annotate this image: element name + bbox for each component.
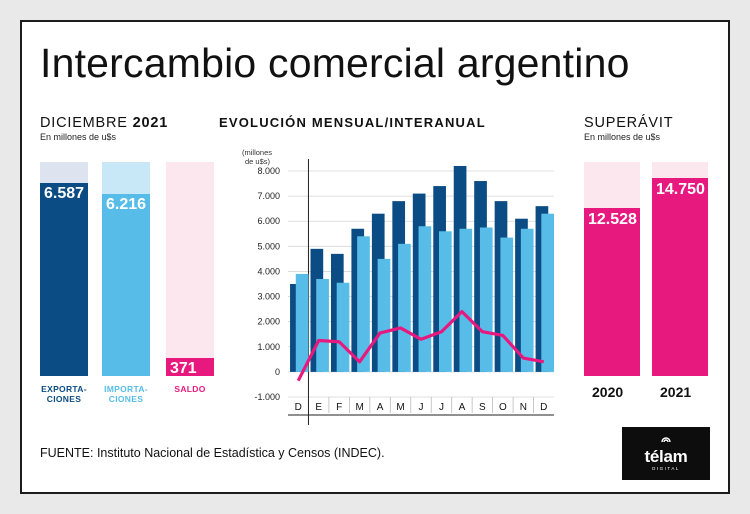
import-bar: [520, 228, 534, 372]
december-bar-bg: 6.587: [40, 162, 88, 376]
superavit-bar-value: 12.528: [588, 210, 637, 228]
import-bar: [377, 258, 391, 372]
december-bar: 6.216: [102, 194, 150, 376]
superavit-bar: 14.750: [652, 177, 708, 376]
december-bar-value: 6.216: [106, 196, 147, 214]
x-year-label: 2021: [314, 422, 345, 425]
december-bar: 371: [166, 358, 214, 377]
x-year-label: 2020: [254, 422, 285, 425]
y-tick-label: 6.000: [257, 216, 280, 226]
chart-title: EVOLUCIÓN MENSUAL/INTERANUAL: [219, 115, 486, 130]
x-tick-label: J: [439, 402, 444, 413]
import-bar: [336, 282, 350, 372]
telam-logo: télam DIGITAL: [622, 427, 710, 480]
x-tick-label: D: [295, 402, 302, 413]
logo-word: télam: [644, 447, 688, 466]
y-tick-label: -1.000: [254, 392, 280, 402]
superavit-bar-value: 14.750: [656, 180, 705, 198]
y-tick-label: 0: [275, 367, 280, 377]
x-tick-label: S: [479, 402, 486, 413]
x-tick-label: N: [520, 402, 527, 413]
y-tick-label: 2.000: [257, 317, 280, 327]
source-note: FUENTE: Instituto Nacional de Estadístic…: [40, 446, 385, 460]
x-tick-label: M: [396, 402, 404, 413]
superavit-year-label: 2021: [660, 384, 692, 400]
y-tick-label: 1.000: [257, 342, 280, 352]
superavit-bar-bg: 14.750: [652, 162, 708, 376]
y-tick-label: 7.000: [257, 191, 280, 201]
x-tick-label: O: [499, 402, 507, 413]
december-bar-label: SALDO: [174, 384, 206, 394]
december-header-year: 2021: [132, 115, 169, 131]
y-tick-label: 3.000: [257, 292, 280, 302]
import-bar: [398, 243, 411, 372]
december-bar-label: IMPORTA- CIONES: [104, 384, 148, 404]
y-axis-label: (millones: [242, 148, 272, 157]
superavit-bar: 12.528: [584, 207, 640, 376]
import-bar: [479, 227, 493, 372]
december-bar-bg: 371: [166, 162, 214, 377]
superavit-bar-bg: 12.528: [584, 162, 640, 376]
import-bar: [418, 226, 432, 372]
superavit-year-label: 2020: [592, 384, 624, 400]
december-header-text: DICIEMBRE: [40, 115, 128, 131]
import-bar: [541, 213, 554, 372]
y-tick-label: 5.000: [257, 241, 280, 251]
y-axis-label: de u$s): [245, 157, 271, 166]
december-bar-value: 6.587: [44, 185, 85, 203]
december-bar-bg: 6.216: [102, 162, 150, 376]
import-bar: [500, 237, 514, 372]
import-bar: [459, 228, 473, 372]
x-tick-label: E: [315, 402, 322, 413]
import-bar: [439, 231, 452, 372]
x-tick-label: J: [419, 402, 424, 413]
x-tick-label: D: [540, 402, 547, 413]
x-tick-label: F: [336, 402, 342, 413]
superavit-header: SUPERÁVIT: [584, 115, 674, 131]
y-tick-label: 4.000: [257, 266, 280, 276]
december-bar: 6.587: [40, 183, 88, 376]
december-subtitle: En millones de u$s: [40, 132, 117, 142]
import-bar: [295, 273, 309, 372]
import-bar: [316, 278, 329, 372]
x-tick-label: A: [459, 402, 466, 413]
logo-tagline: DIGITAL: [652, 466, 680, 471]
page-title: Intercambio comercial argentino: [40, 40, 630, 86]
superavit-subtitle: En millones de u$s: [584, 132, 661, 142]
x-tick-label: M: [355, 402, 363, 413]
x-tick-label: A: [377, 402, 384, 413]
import-bar: [357, 236, 370, 372]
december-header: DICIEMBRE 2021: [40, 115, 168, 131]
infographic-frame: Intercambio comercial argentino DICIEMBR…: [20, 20, 730, 494]
december-bar-label: EXPORTA- CIONES: [41, 384, 87, 404]
december-bar-value: 371: [170, 360, 197, 377]
broadcast-icon: [661, 437, 671, 443]
y-tick-label: 8.000: [257, 166, 280, 176]
